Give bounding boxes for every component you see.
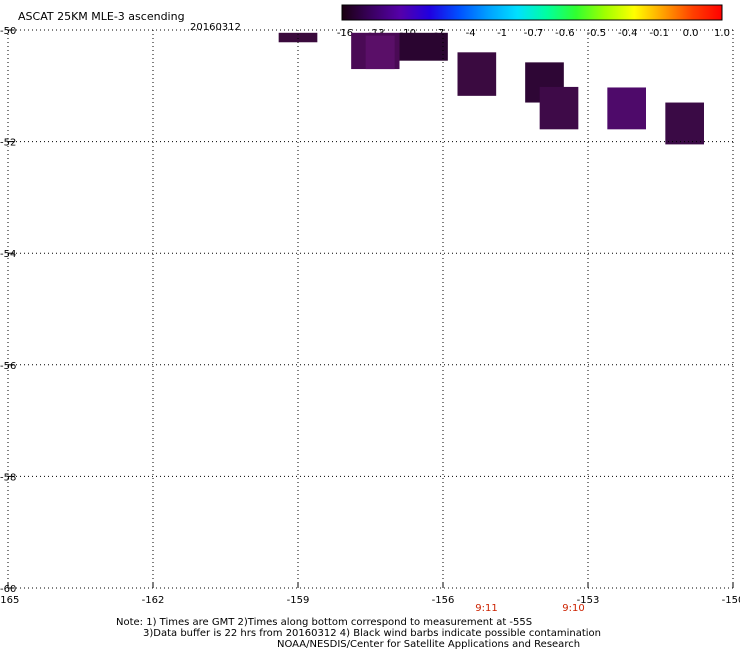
data-cell [365,35,395,70]
colorbar-tick-label: -0.7 [524,28,544,39]
x-tick-label: -150 [722,595,740,606]
axis-labels: -50 -52 -54 -56 -58 -60-165 -162 -159 -156 -153 -1… [0,26,740,614]
plot-frame [7,29,734,589]
time-label: 9:10 [562,603,584,614]
axis-ticks [7,29,734,589]
colorbar-tick-label: 1.0 [714,28,730,39]
colorbar-tick-label: -0.6 [555,28,575,39]
note-line-2: 3)Data buffer is 22 hrs from 20160312 4)… [143,628,601,639]
note-line-1: Note: 1) Times are GMT 2)Times along bot… [116,617,533,628]
colorbar: -16-13-10-7-4-1-0.7-0.6-0.5-0.4-0.10.01.… [337,4,730,39]
x-tick-label: -162 [142,595,165,606]
data-cell [399,32,448,61]
data-cell [457,52,497,96]
x-tick-label: -165 [0,595,19,606]
x-tick-label: -156 [432,595,455,606]
colorbar-tick-label: -0.1 [649,28,669,39]
data-cell [278,32,318,43]
x-tick-label: -159 [287,595,310,606]
grid-lines [8,30,733,588]
y-tick-label: -52 [0,138,16,149]
time-label: 9:11 [475,603,497,614]
y-tick-label: -58 [0,472,16,483]
data-cells [278,32,704,145]
colorbar-tick-label: -1 [497,28,507,39]
data-cell [665,102,704,145]
colorbar-tick-label: -16 [337,28,353,39]
data-cell [607,87,646,130]
y-tick-label: -60 [0,584,16,595]
y-tick-label: -50 [0,26,16,37]
note-line-3: NOAA/NESDIS/Center for Satellite Applica… [277,639,581,650]
y-tick-label: -56 [0,361,16,372]
chart-title: ASCAT 25KM MLE-3 ascending [18,10,185,23]
x-tick-label: -153 [577,595,600,606]
y-tick-label: -54 [0,249,16,260]
colorbar-tick-label: -4 [466,28,476,39]
colorbar-tick-label: 0.0 [683,28,699,39]
colorbar-tick-label: -0.5 [587,28,607,39]
chart-date: 20160312 [190,22,241,33]
colorbar-tick-label: -0.4 [618,28,638,39]
data-cell [539,86,579,130]
colorbar-bar [341,4,723,21]
